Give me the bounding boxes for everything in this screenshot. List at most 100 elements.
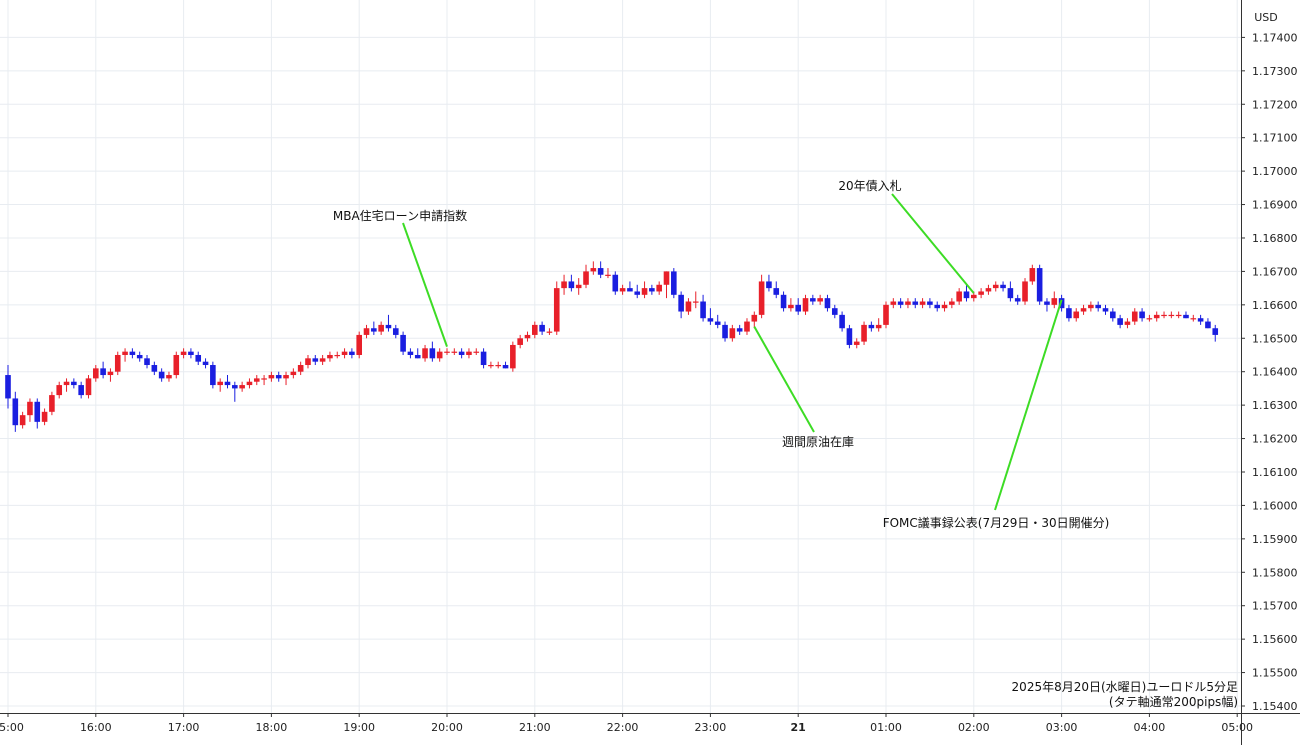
candle-body — [561, 281, 567, 289]
candle-body — [941, 304, 948, 309]
candle-body — [473, 351, 480, 353]
candle-body — [334, 354, 341, 357]
candle-body — [831, 308, 838, 315]
candle-body — [985, 288, 992, 292]
annotation-label: MBA住宅ローン申請指数 — [333, 208, 467, 223]
candle-body — [166, 375, 172, 379]
time-tick-label: 15:00 — [0, 721, 24, 734]
candle-body — [436, 351, 443, 359]
candle-body — [590, 268, 597, 272]
annotation-leader-line — [994, 299, 1063, 511]
candle-body — [502, 365, 509, 369]
price-axis: 1.17400 1.17300 1.17200 1.17100 1.17000 1.169… — [1241, 31, 1298, 713]
candle-body — [1022, 281, 1028, 302]
candle-body — [385, 324, 392, 329]
candle-body — [275, 375, 282, 379]
candle-body — [319, 358, 326, 362]
candle-body — [597, 268, 604, 275]
time-tick-label: 23:00 — [695, 721, 727, 734]
candle-body — [671, 271, 677, 295]
candle-body — [1036, 268, 1043, 302]
candle-body — [488, 365, 494, 367]
grid-lines — [0, 0, 1241, 713]
candle-body — [378, 324, 384, 332]
candle-body — [700, 301, 706, 319]
candle-body — [1110, 311, 1116, 319]
time-tick-label: 04:00 — [1134, 721, 1166, 734]
candles-layer — [5, 261, 1219, 432]
candle-body — [1146, 318, 1153, 320]
candle-body — [824, 298, 831, 309]
candle-body — [224, 381, 231, 386]
candle-body — [144, 358, 150, 366]
price-tick-label: 1.15900 — [1252, 533, 1298, 546]
candle-body — [1175, 314, 1182, 317]
candle-body — [795, 304, 801, 312]
candle-body — [773, 288, 780, 295]
candle-body — [356, 334, 362, 355]
candle-body — [1183, 314, 1189, 319]
candle-body — [605, 274, 611, 276]
annotation-leader-line — [891, 193, 975, 294]
candle-body — [1088, 304, 1094, 309]
candle-body — [649, 288, 655, 292]
candle-body — [1190, 318, 1197, 320]
candle-body — [414, 354, 421, 359]
candle-body — [371, 328, 377, 332]
annotation-label: 20年債入札 — [838, 178, 901, 193]
candle-body — [422, 348, 428, 359]
candle-body — [517, 338, 523, 345]
candle-body — [444, 351, 450, 353]
candle-body — [641, 288, 648, 295]
candle-body — [1153, 314, 1160, 319]
candle-body — [312, 358, 319, 362]
candle-body — [261, 378, 267, 380]
candle-body — [707, 318, 714, 322]
candle-body — [956, 291, 962, 302]
candle-body — [839, 314, 845, 329]
candle-body — [210, 365, 216, 386]
candle-body — [912, 301, 919, 305]
annotation-leader-line — [753, 326, 815, 433]
candle-body — [1073, 311, 1080, 319]
annotation-label: 週間原油在庫 — [782, 435, 854, 449]
candle-body — [663, 271, 670, 285]
candle-body — [12, 398, 19, 426]
candle-body — [978, 291, 984, 295]
candle-body — [1102, 308, 1109, 312]
candle-body — [905, 301, 911, 305]
price-tick-label: 1.16200 — [1252, 433, 1298, 446]
candle-body — [34, 401, 41, 422]
candle-body — [846, 328, 853, 345]
candle-body — [532, 324, 538, 335]
candle-body — [363, 328, 370, 335]
candle-body — [41, 411, 48, 422]
candle-body — [253, 378, 260, 382]
candle-body — [63, 381, 70, 386]
candle-body — [780, 294, 787, 309]
candle-body — [971, 294, 977, 299]
price-tick-label: 1.16000 — [1252, 499, 1298, 512]
candle-body — [1000, 284, 1006, 289]
candle-body — [1029, 268, 1036, 282]
candle-body — [56, 385, 63, 396]
candle-body — [290, 371, 297, 376]
time-tick-label: 17:00 — [168, 721, 200, 734]
candle-body — [868, 324, 875, 329]
candle-body — [107, 371, 114, 376]
candle-body — [927, 301, 933, 305]
candle-body — [897, 301, 904, 305]
chart-caption-line-1: 2025年8月20日(水曜日)ユーロドル5分足 — [1012, 680, 1238, 694]
candle-body — [173, 354, 180, 376]
candle-body — [85, 378, 92, 396]
candle-body — [466, 351, 472, 355]
candle-body — [919, 301, 926, 305]
price-tick-label: 1.17200 — [1252, 98, 1298, 111]
candle-body — [407, 351, 414, 355]
candle-body — [729, 328, 736, 339]
candle-body — [575, 284, 582, 289]
time-tick-label: 03:00 — [1046, 721, 1078, 734]
candle-body — [853, 341, 860, 345]
